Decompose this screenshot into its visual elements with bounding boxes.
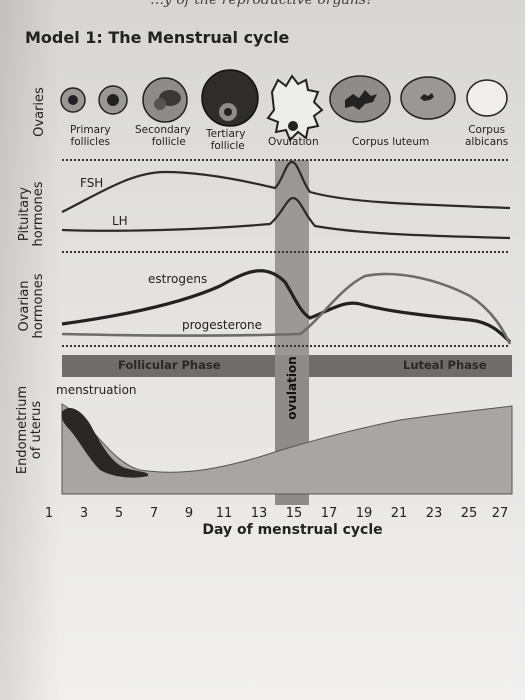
lh-curve bbox=[61, 196, 511, 240]
x-tick: 23 bbox=[425, 506, 443, 521]
x-tick: 13 bbox=[250, 506, 268, 521]
follicular-phase-label: Follicular Phase bbox=[118, 358, 221, 372]
x-tick: 1 bbox=[44, 506, 54, 521]
corpus-albicans bbox=[466, 79, 508, 117]
x-tick: 5 bbox=[114, 506, 124, 521]
corpus-luteum-1 bbox=[329, 75, 391, 123]
endometrium-area bbox=[61, 403, 513, 495]
ovulation-follicle bbox=[266, 74, 324, 142]
x-tick: 27 bbox=[491, 506, 509, 521]
secondary-follicle bbox=[142, 77, 188, 123]
stage-secondary: Secondary follicle bbox=[135, 124, 191, 148]
primary-follicle-1 bbox=[60, 87, 86, 113]
menstruation-label: menstruation bbox=[56, 383, 137, 397]
primary-follicle-2 bbox=[98, 85, 128, 115]
stage-corpus-luteum: Corpus luteum bbox=[352, 136, 430, 148]
progesterone-label: progesterone bbox=[182, 318, 262, 332]
corpus-luteum-2 bbox=[400, 76, 456, 120]
x-tick: 3 bbox=[79, 506, 89, 521]
progesterone-curve bbox=[61, 272, 512, 345]
x-tick: 15 bbox=[285, 506, 303, 521]
x-tick: 17 bbox=[320, 506, 338, 521]
lh-label: LH bbox=[112, 214, 128, 228]
x-tick: 11 bbox=[215, 506, 233, 521]
fsh-curve bbox=[61, 160, 511, 213]
menstruation-shape bbox=[61, 408, 149, 478]
x-axis-label: Day of menstrual cycle bbox=[202, 522, 383, 538]
estrogen-curve bbox=[61, 269, 512, 344]
stage-corpus-albicans: Corpus albicans bbox=[465, 124, 509, 148]
page-title: Model 1: The Menstrual cycle bbox=[25, 28, 290, 47]
fsh-label: FSH bbox=[80, 176, 104, 190]
ovulation-phase-label: ovulation bbox=[285, 356, 299, 420]
x-tick: 9 bbox=[184, 506, 194, 521]
x-tick: 25 bbox=[460, 506, 478, 521]
x-tick: 7 bbox=[149, 506, 159, 521]
stage-tertiary: Tertiary follicle bbox=[206, 128, 246, 152]
luteal-phase-label: Luteal Phase bbox=[403, 358, 487, 372]
estrogen-label: estrogens bbox=[148, 272, 208, 286]
header-fragment: …y of the reproductive organs? bbox=[150, 0, 374, 8]
stage-primary: Primary follicles bbox=[70, 124, 111, 148]
x-tick: 21 bbox=[390, 506, 408, 521]
stage-ovulation: Ovulation bbox=[268, 136, 319, 148]
tertiary-follicle bbox=[201, 69, 259, 127]
x-tick: 19 bbox=[355, 506, 373, 521]
follicle-row bbox=[60, 69, 508, 142]
page-shadow bbox=[0, 0, 60, 700]
